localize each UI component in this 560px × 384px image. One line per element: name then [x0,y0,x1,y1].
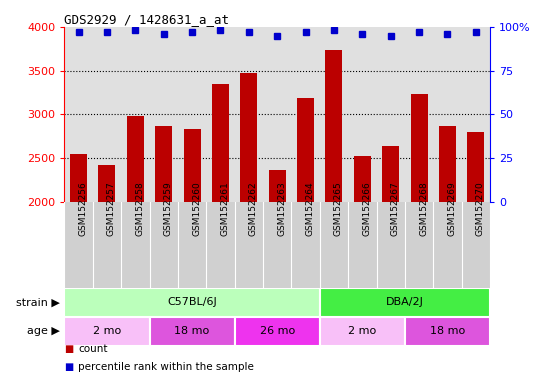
Text: ■: ■ [64,362,74,372]
Text: 18 mo: 18 mo [175,326,209,336]
Text: GSM152263: GSM152263 [277,181,286,236]
Text: 26 mo: 26 mo [260,326,295,336]
Bar [439,126,456,376]
Text: GSM152264: GSM152264 [306,181,315,236]
Text: GSM152261: GSM152261 [221,181,230,236]
Bar [212,84,229,376]
Bar [269,170,286,376]
Bar [64,288,320,317]
Text: ■: ■ [64,344,74,354]
Bar [410,94,428,376]
Text: GSM152266: GSM152266 [362,181,371,236]
Text: GSM152256: GSM152256 [78,181,87,236]
Bar [382,146,399,376]
Text: GSM152257: GSM152257 [107,181,116,236]
Text: C57BL/6J: C57BL/6J [167,297,217,308]
Text: DBA/2J: DBA/2J [386,297,424,308]
Text: GSM152262: GSM152262 [249,181,258,236]
Text: GSM152268: GSM152268 [419,181,428,236]
Text: strain ▶: strain ▶ [16,297,60,308]
Bar [405,317,490,346]
Text: GSM152269: GSM152269 [447,181,456,236]
Bar [99,165,115,376]
Bar [240,73,258,376]
Bar [184,129,200,376]
Text: percentile rank within the sample: percentile rank within the sample [78,362,254,372]
Text: 18 mo: 18 mo [430,326,465,336]
Text: GSM152260: GSM152260 [192,181,201,236]
Text: GSM152270: GSM152270 [476,181,485,236]
Text: GSM152259: GSM152259 [164,181,172,236]
Bar [467,132,484,376]
Bar [320,288,490,317]
Text: count: count [78,344,108,354]
Text: GSM152258: GSM152258 [136,181,144,236]
Text: 2 mo: 2 mo [93,326,121,336]
Text: age ▶: age ▶ [27,326,60,336]
Text: GSM152267: GSM152267 [391,181,400,236]
Bar [150,317,235,346]
Bar [297,98,314,376]
Bar [235,317,320,346]
Bar [354,156,371,376]
Bar [64,317,150,346]
Bar [70,154,87,376]
Bar [320,317,405,346]
Bar [127,116,144,376]
Text: GSM152265: GSM152265 [334,181,343,236]
Text: GDS2929 / 1428631_a_at: GDS2929 / 1428631_a_at [64,13,230,26]
Bar [325,50,343,376]
Text: 2 mo: 2 mo [348,326,376,336]
Bar [155,126,172,376]
